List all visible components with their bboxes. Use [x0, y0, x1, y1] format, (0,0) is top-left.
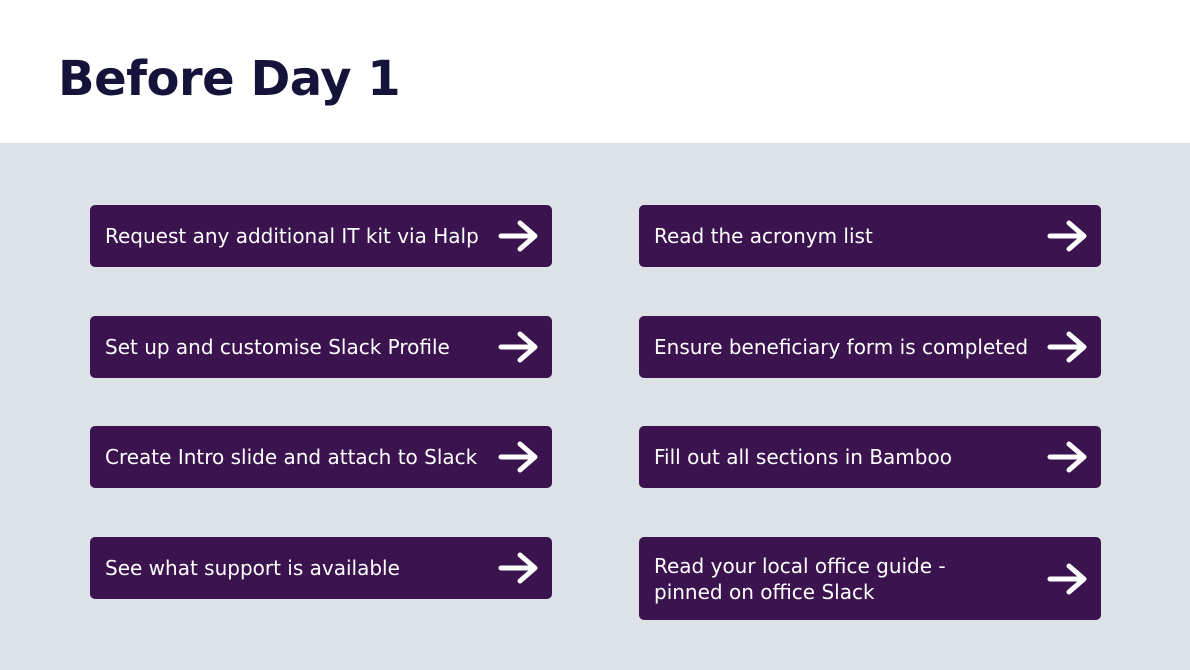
task-beneficiary-form-button[interactable]: Ensure beneficiary form is completed — [639, 316, 1101, 378]
task-slack-profile-button[interactable]: Set up and customise Slack Profile — [90, 316, 552, 378]
header: Before Day 1 — [0, 0, 1190, 143]
arrow-right-icon — [498, 331, 540, 363]
arrow-right-icon — [1047, 441, 1089, 473]
task-label: Set up and customise Slack Profile — [105, 335, 450, 359]
task-label: Ensure beneficiary form is completed — [654, 335, 1029, 359]
task-label: See what support is available — [105, 556, 400, 580]
task-label: Read the acronym list — [654, 224, 873, 248]
task-office-guide-button[interactable]: Read your local office guide - pinned on… — [639, 537, 1101, 620]
arrow-right-icon — [498, 220, 540, 252]
arrow-right-icon — [1047, 331, 1089, 363]
task-intro-slide-button[interactable]: Create Intro slide and attach to Slack — [90, 426, 552, 488]
arrow-right-icon — [1047, 563, 1089, 595]
page-title: Before Day 1 — [58, 51, 401, 107]
task-label: Create Intro slide and attach to Slack — [105, 445, 478, 469]
arrow-right-icon — [498, 441, 540, 473]
task-acronym-list-button[interactable]: Read the acronym list — [639, 205, 1101, 267]
arrow-right-icon — [1047, 220, 1089, 252]
task-bamboo-button[interactable]: Fill out all sections in Bamboo — [639, 426, 1101, 488]
task-support-button[interactable]: See what support is available — [90, 537, 552, 599]
task-label: Request any additional IT kit via Halp — [105, 224, 479, 248]
task-request-it-kit-button[interactable]: Request any additional IT kit via Halp — [90, 205, 552, 267]
task-label: Read your local office guide - pinned on… — [654, 553, 946, 604]
arrow-right-icon — [498, 552, 540, 584]
task-label: Fill out all sections in Bamboo — [654, 445, 952, 469]
task-grid: Request any additional IT kit via Halp S… — [0, 143, 1190, 670]
